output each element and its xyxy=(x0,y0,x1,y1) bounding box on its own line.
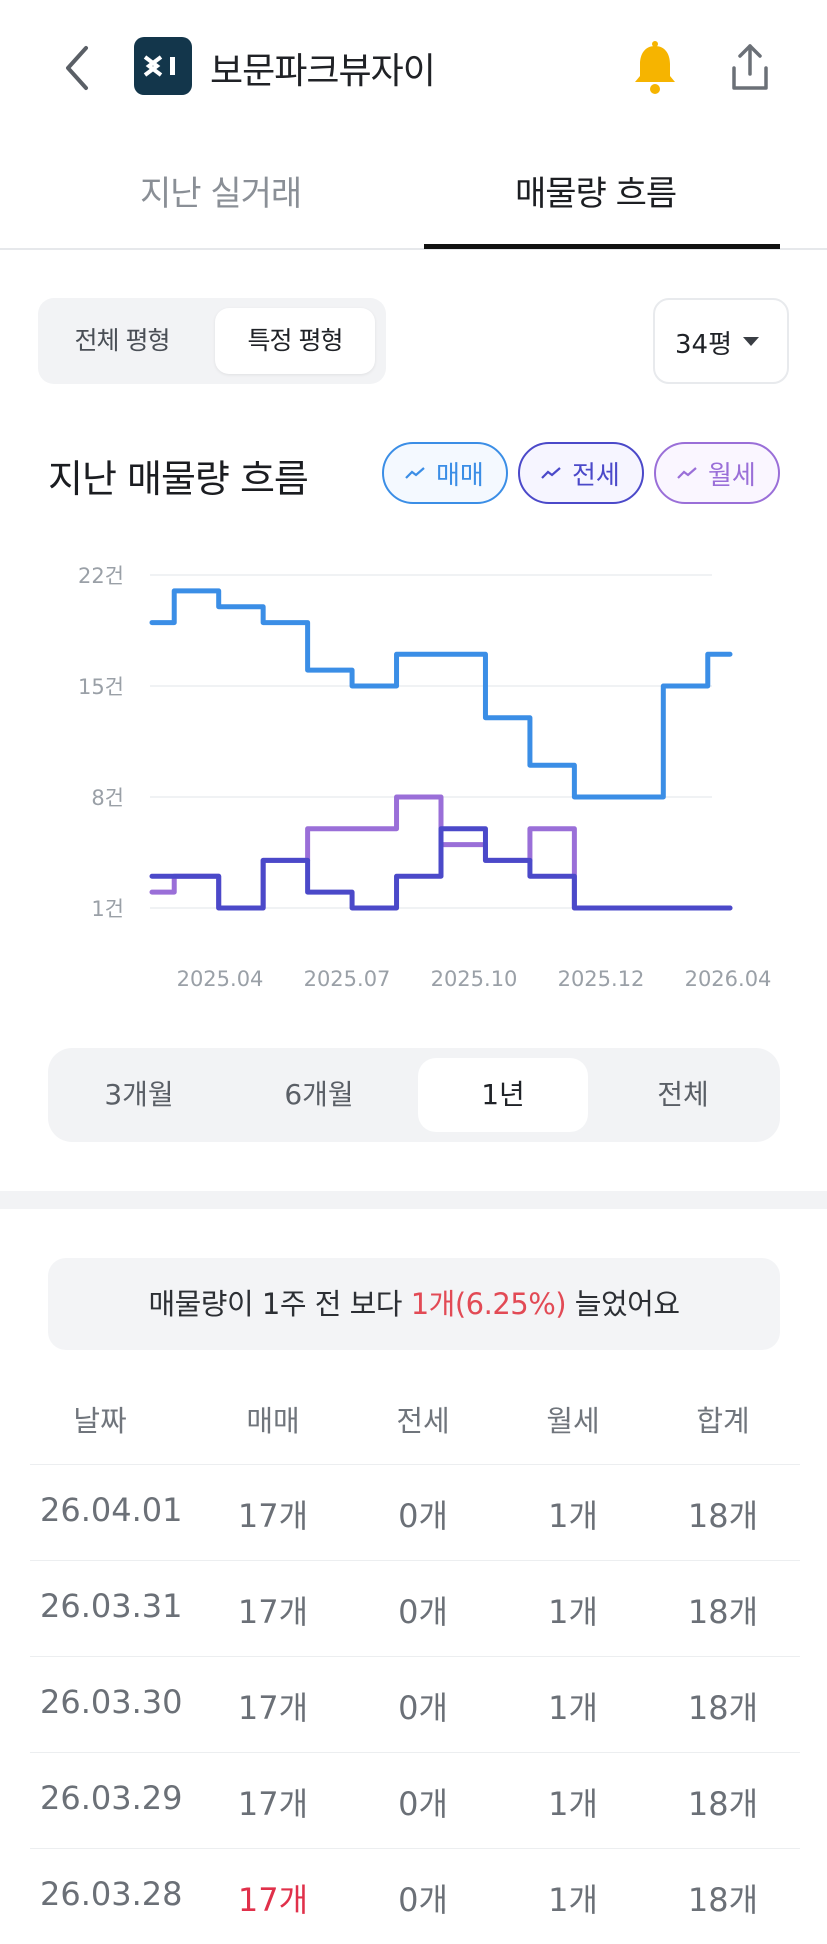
period-3m[interactable]: 3개월 xyxy=(104,1078,174,1111)
share-icon xyxy=(732,44,768,90)
y-tick-label: 22건 xyxy=(78,564,124,588)
row-wolse: 1개 xyxy=(548,1593,598,1631)
table-row: 26.03.29 17개 0개 1개 18개 xyxy=(30,1752,800,1848)
x-tick-label: 2025.12 xyxy=(558,967,645,991)
row-wolse: 1개 xyxy=(548,1689,598,1727)
trend-line-icon xyxy=(677,467,697,479)
summary-prefix: 매물량이 1주 전 보다 xyxy=(148,1287,411,1321)
trend-line-icon xyxy=(541,467,561,479)
period-6m[interactable]: 6개월 xyxy=(284,1078,354,1111)
size-filter-toggle: 전체 평형 특정 평형 xyxy=(38,298,386,384)
header-total: 합계 xyxy=(696,1404,750,1438)
legend-chip-jeonse[interactable]: 전세 xyxy=(518,442,644,504)
row-sale: 17개 xyxy=(237,1881,309,1919)
row-jeonse: 0개 xyxy=(398,1497,448,1535)
section-title: 지난 매물량 흐름 xyxy=(48,457,309,501)
row-sale: 17개 xyxy=(237,1785,309,1823)
tab-listing-flow[interactable]: 매물량 흐름 xyxy=(515,174,677,214)
chevron-left-icon xyxy=(66,46,88,90)
app-header: 보문파크뷰자이 xyxy=(0,0,827,140)
xi-logo-icon xyxy=(143,55,175,77)
row-wolse: 1개 xyxy=(548,1497,598,1535)
table-row: 26.03.30 17개 0개 1개 18개 xyxy=(30,1656,800,1752)
row-jeonse: 0개 xyxy=(398,1881,448,1919)
row-total: 18개 xyxy=(687,1785,759,1823)
summary-suffix: 늘었어요 xyxy=(566,1287,680,1321)
period-selector: 3개월 6개월 1년 전체 xyxy=(48,1048,780,1142)
table-header: 날짜 매매 전세 월세 합계 xyxy=(30,1390,800,1464)
row-date: 26.04.01 xyxy=(40,1491,183,1529)
period-all[interactable]: 전체 xyxy=(657,1078,709,1111)
row-total: 18개 xyxy=(687,1497,759,1535)
table-row: 26.04.01 17개 0개 1개 18개 xyxy=(30,1464,800,1560)
all-sizes-option[interactable]: 전체 평형 xyxy=(74,326,171,355)
back-button[interactable] xyxy=(58,38,98,98)
header-wolse: 월세 xyxy=(546,1404,600,1438)
bell-icon xyxy=(635,41,675,94)
series-line-1 xyxy=(149,826,733,911)
y-tick-label: 15건 xyxy=(78,675,124,699)
row-total: 18개 xyxy=(687,1593,759,1631)
series-line-0 xyxy=(149,588,733,800)
share-button[interactable] xyxy=(726,40,774,96)
header-jeonse: 전세 xyxy=(396,1404,450,1438)
main-tabs: 지난 실거래 매물량 흐름 xyxy=(0,140,827,250)
row-sale: 17개 xyxy=(237,1497,309,1535)
row-date: 26.03.29 xyxy=(40,1779,183,1817)
specific-size-option[interactable]: 특정 평형 xyxy=(215,308,375,374)
legend-chip-label: 전세 xyxy=(572,460,620,491)
legend-chip-sale[interactable]: 매매 xyxy=(382,442,508,504)
row-date: 26.03.31 xyxy=(40,1587,183,1625)
row-wolse: 1개 xyxy=(548,1785,598,1823)
notification-button[interactable] xyxy=(630,40,680,96)
row-date: 26.03.28 xyxy=(40,1875,183,1913)
header-date: 날짜 xyxy=(73,1404,127,1438)
active-tab-indicator xyxy=(424,244,780,249)
x-tick-label: 2025.10 xyxy=(431,967,518,991)
caret-down-icon xyxy=(743,337,759,346)
row-wolse: 1개 xyxy=(548,1881,598,1919)
y-tick-label: 8건 xyxy=(91,786,124,810)
row-total: 18개 xyxy=(687,1689,759,1727)
x-tick-label: 2026.04 xyxy=(685,967,772,991)
legend-chip-label: 매매 xyxy=(436,460,484,491)
table-row: 26.03.31 17개 0개 1개 18개 xyxy=(30,1560,800,1656)
row-sale: 17개 xyxy=(237,1593,309,1631)
tab-past-transactions[interactable]: 지난 실거래 xyxy=(140,174,302,214)
legend-chip-label: 월세 xyxy=(708,460,756,491)
section-divider xyxy=(0,1191,827,1209)
x-tick-label: 2025.04 xyxy=(177,967,264,991)
complex-logo xyxy=(134,37,192,95)
listing-flow-chart: 22건 15건 8건 1건 2025.04 2025.07 2025.10 2025.12 20… xyxy=(0,540,827,1010)
row-date: 26.03.30 xyxy=(40,1683,183,1721)
summary-highlight: 1개(6.25%) xyxy=(410,1287,567,1321)
period-1y[interactable]: 1년 xyxy=(418,1058,588,1132)
line-chart: 22건 15건 8건 1건 2025.04 2025.07 2025.10 2025.12 20… xyxy=(78,564,772,991)
row-total: 18개 xyxy=(687,1881,759,1919)
header-sale: 매매 xyxy=(246,1404,300,1438)
row-jeonse: 0개 xyxy=(398,1689,448,1727)
row-jeonse: 0개 xyxy=(398,1785,448,1823)
row-jeonse: 0개 xyxy=(398,1593,448,1631)
x-tick-label: 2025.07 xyxy=(304,967,391,991)
trend-line-icon xyxy=(405,467,425,479)
y-tick-label: 1건 xyxy=(91,897,124,921)
page-title: 보문파크뷰자이 xyxy=(210,51,436,92)
size-dropdown-value: 34평 xyxy=(675,330,733,360)
weekly-change-summary: 매물량이 1주 전 보다 1개(6.25%) 늘었어요 xyxy=(48,1258,780,1350)
size-dropdown[interactable]: 34평 xyxy=(653,298,789,384)
table-row: 26.03.28 17개 0개 1개 18개 xyxy=(30,1848,800,1944)
legend-chip-wolse[interactable]: 월세 xyxy=(654,442,780,504)
row-sale: 17개 xyxy=(237,1689,309,1727)
